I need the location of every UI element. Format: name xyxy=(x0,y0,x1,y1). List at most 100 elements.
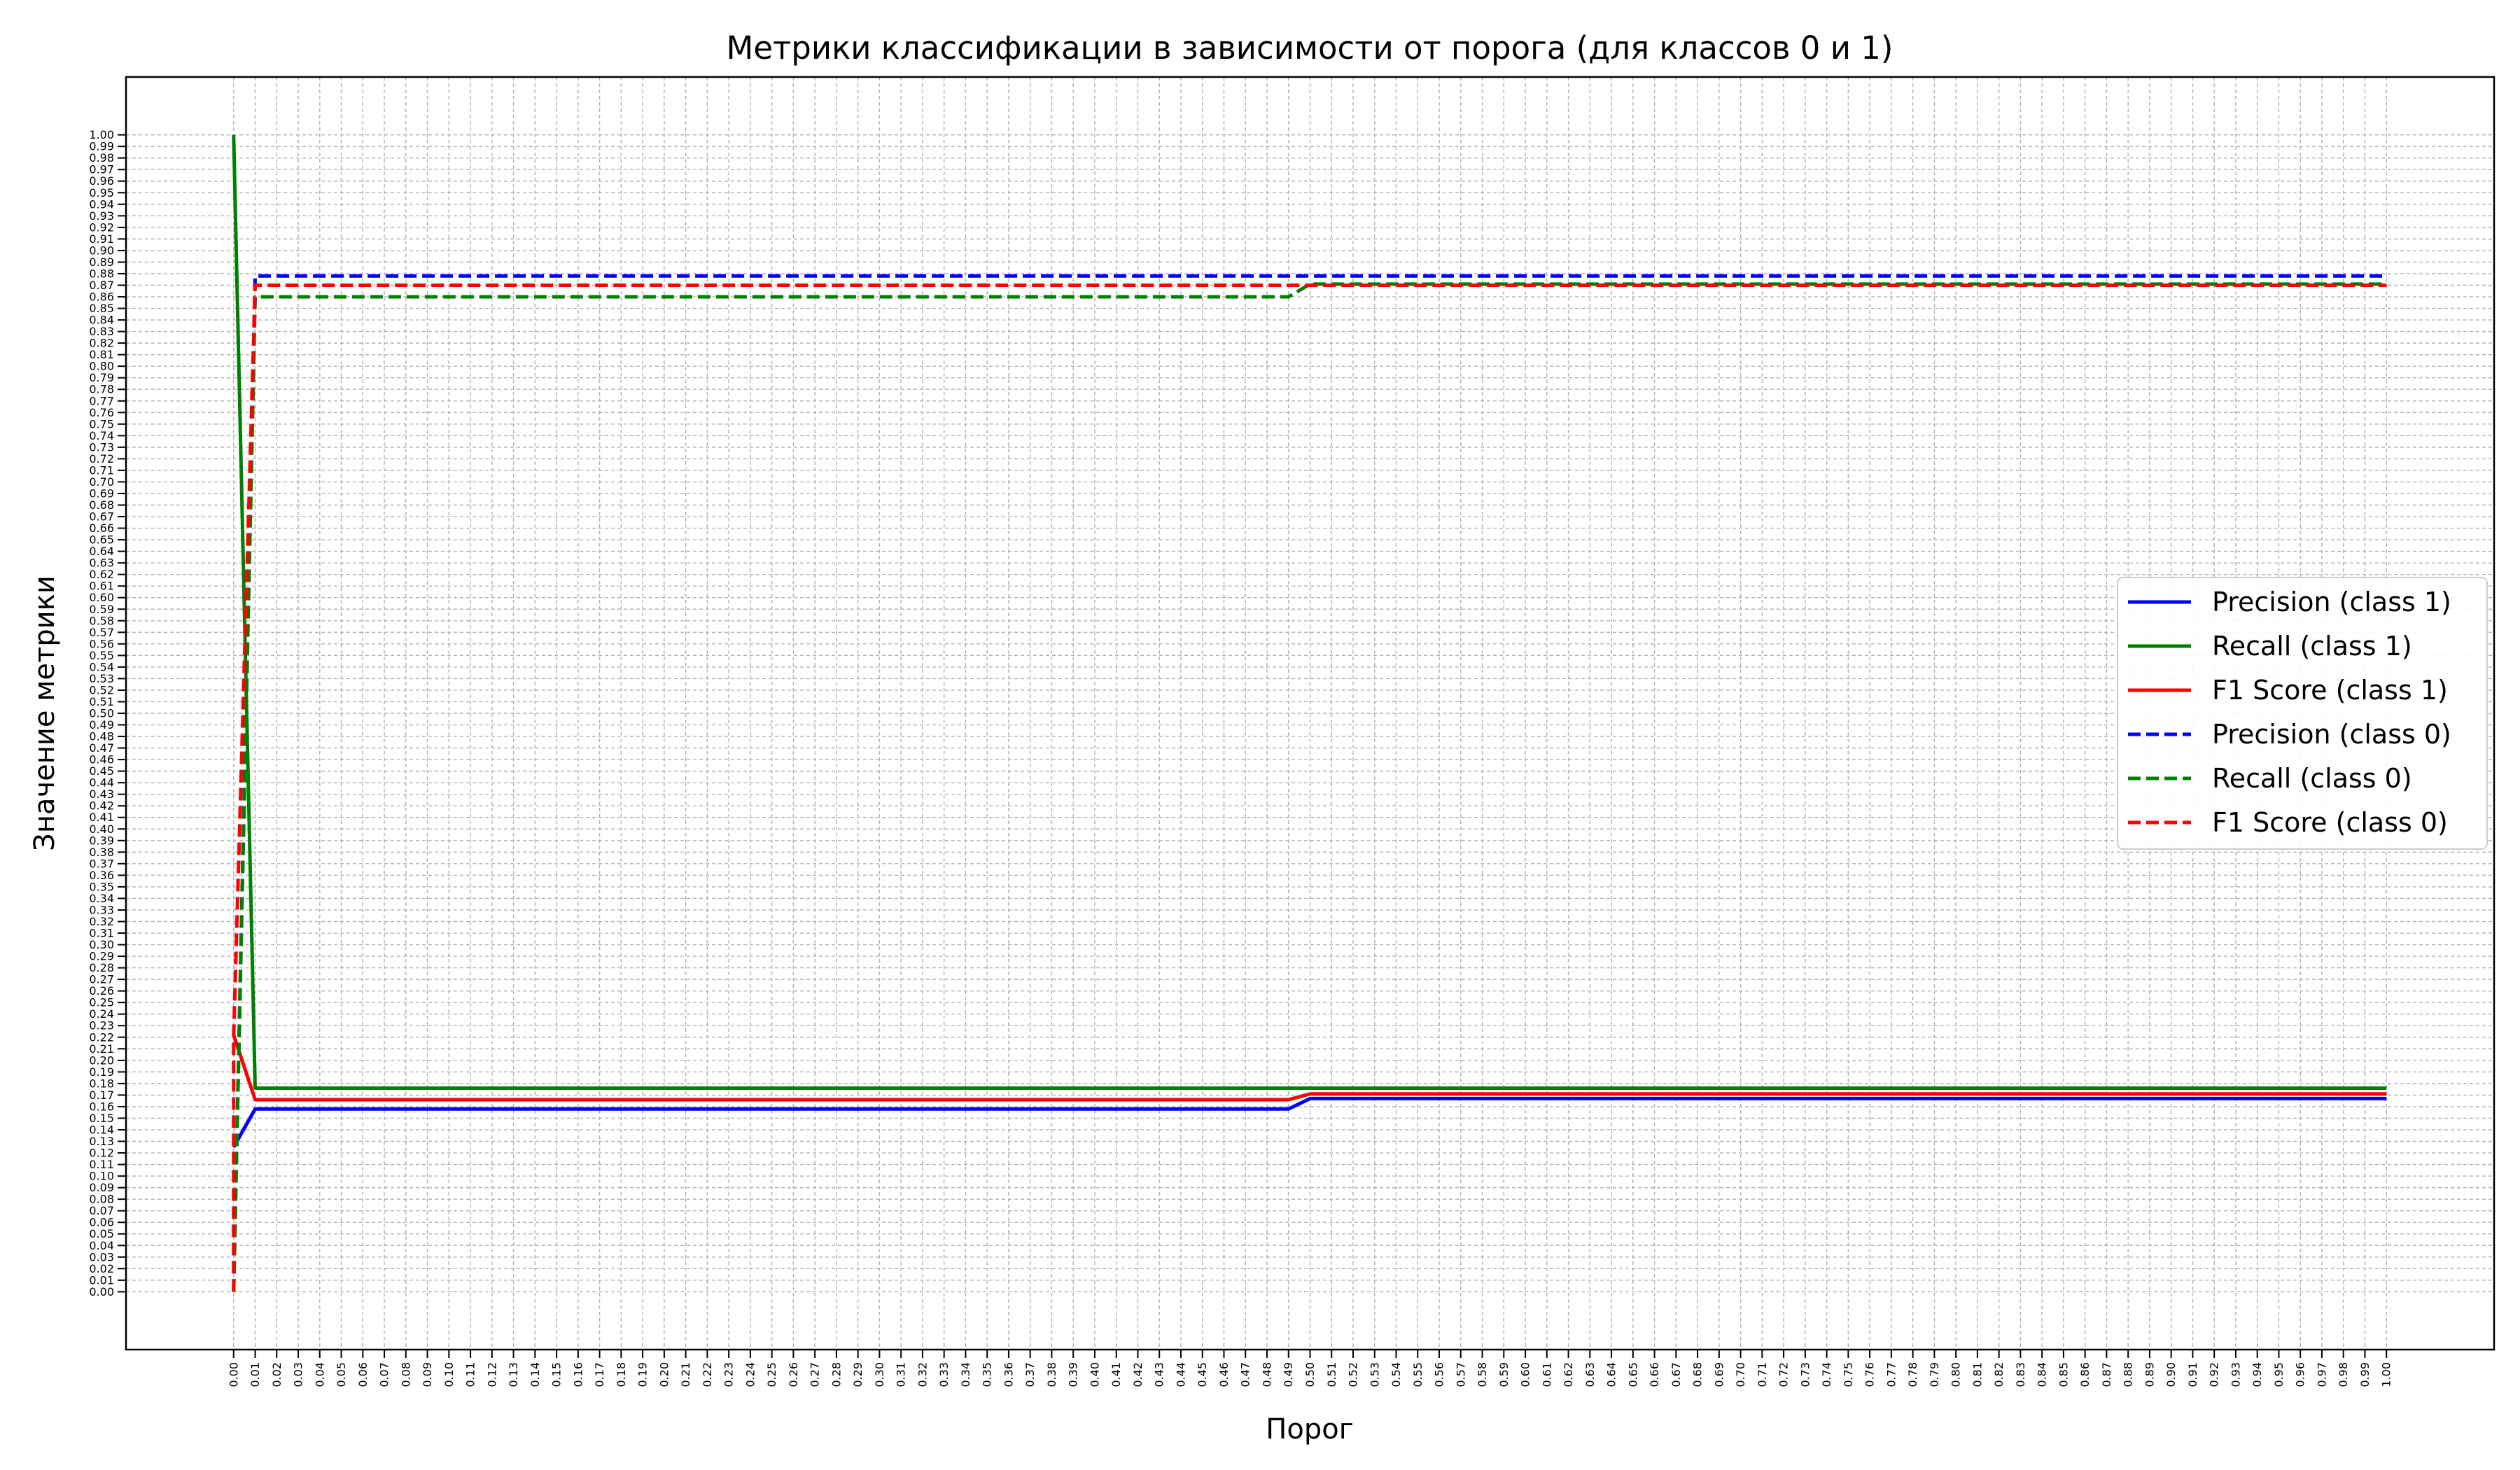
x-tick-label: 0.36 xyxy=(1002,1362,1015,1387)
y-tick-label: 0.08 xyxy=(89,1193,114,1206)
x-tick-label: 0.94 xyxy=(2250,1362,2264,1387)
y-tick-label: 0.21 xyxy=(89,1042,114,1056)
y-tick-label: 0.35 xyxy=(89,880,114,893)
x-tick-label: 1.00 xyxy=(2380,1362,2393,1387)
x-tick-label: 0.42 xyxy=(1131,1362,1144,1387)
x-tick-label: 0.70 xyxy=(1734,1362,1747,1387)
x-tick-label: 0.49 xyxy=(1282,1362,1295,1387)
y-tick-label: 0.36 xyxy=(89,869,114,882)
y-tick-label: 0.95 xyxy=(89,186,114,200)
x-tick-label: 0.03 xyxy=(292,1362,305,1387)
x-tick-label: 0.63 xyxy=(1583,1362,1597,1387)
x-tick-label: 0.19 xyxy=(636,1362,650,1387)
x-tick-label: 0.51 xyxy=(1325,1362,1338,1387)
x-tick-label: 0.79 xyxy=(1928,1362,1941,1387)
x-tick-label: 0.60 xyxy=(1519,1362,1532,1387)
x-tick-label: 0.39 xyxy=(1067,1362,1080,1387)
x-tick-label: 0.09 xyxy=(421,1362,434,1387)
series-line-4 xyxy=(232,282,2387,1292)
y-tick-label: 0.99 xyxy=(89,140,114,153)
y-tick-label: 0.94 xyxy=(89,197,114,211)
legend: Precision (class 1) Recall (class 1) F1 Sc… xyxy=(2117,577,2488,850)
x-tick-label: 0.37 xyxy=(1023,1362,1037,1387)
x-tick-label: 0.93 xyxy=(2229,1362,2242,1387)
x-tick-label: 0.01 xyxy=(248,1362,262,1387)
x-tick-label: 0.91 xyxy=(2186,1362,2199,1387)
x-tick-label: 0.80 xyxy=(1949,1362,1963,1387)
x-tick-label: 0.53 xyxy=(1368,1362,1381,1387)
y-tick-label: 0.96 xyxy=(89,174,114,188)
y-axis-label: Значение метрики xyxy=(29,575,61,851)
x-tick-label: 0.34 xyxy=(959,1362,972,1387)
x-tick-label: 0.32 xyxy=(916,1362,929,1387)
legend-label-5: F1 Score (class 0) xyxy=(2212,807,2448,838)
chart-title: Метрики классификации в зависимости от п… xyxy=(727,29,1893,66)
x-tick-label: 0.14 xyxy=(528,1362,542,1387)
y-tick-label: 0.25 xyxy=(89,996,114,1009)
y-tick-label: 0.71 xyxy=(89,463,114,477)
y-tick-label: 0.67 xyxy=(89,510,114,524)
series-line-1 xyxy=(232,134,2387,1090)
x-tick-label: 0.26 xyxy=(787,1362,800,1387)
x-tick-label: 0.77 xyxy=(1884,1362,1898,1387)
x-tick-label: 0.88 xyxy=(2122,1362,2135,1387)
y-tick-label: 0.86 xyxy=(89,290,114,304)
y-tick-label: 0.74 xyxy=(89,429,114,442)
y-tick-label: 0.27 xyxy=(89,973,114,986)
x-tick-label: 0.23 xyxy=(722,1362,736,1387)
y-tick-label: 0.30 xyxy=(89,938,114,951)
y-tick-label: 0.28 xyxy=(89,961,114,974)
x-tick-label: 0.16 xyxy=(571,1362,584,1387)
x-tick-label: 0.33 xyxy=(937,1362,951,1387)
y-tick-label: 0.68 xyxy=(89,498,114,512)
x-tick-label: 0.72 xyxy=(1777,1362,1791,1387)
y-tick-label: 0.91 xyxy=(89,232,114,246)
legend-box xyxy=(2117,577,2488,850)
x-tick-label: 0.40 xyxy=(1088,1362,1101,1387)
y-tick-label: 0.02 xyxy=(89,1262,114,1275)
x-tick-label: 0.12 xyxy=(485,1362,498,1387)
x-tick-label: 0.08 xyxy=(399,1362,412,1387)
y-tick-label: 0.29 xyxy=(89,950,114,963)
y-tick-label: 0.75 xyxy=(89,417,114,430)
x-tick-label: 0.82 xyxy=(1992,1362,2005,1387)
y-tick-label: 0.31 xyxy=(89,927,114,940)
x-tick-label: 0.96 xyxy=(2294,1362,2307,1387)
series-group xyxy=(232,134,2387,1292)
x-tick-label: 0.75 xyxy=(1842,1362,1855,1387)
y-tick-label: 0.44 xyxy=(89,776,114,790)
y-tick-label: 0.59 xyxy=(89,603,114,616)
y-tick-label: 0.07 xyxy=(89,1204,114,1217)
x-tick-label: 0.58 xyxy=(1476,1362,1489,1387)
y-tick-label: 0.76 xyxy=(89,406,114,419)
x-tick-label: 0.21 xyxy=(679,1362,692,1387)
y-tick-label: 1.00 xyxy=(89,128,114,141)
x-tick-label: 0.76 xyxy=(1863,1362,1877,1387)
x-tick-label: 0.83 xyxy=(2014,1362,2027,1387)
y-tick-label: 0.58 xyxy=(89,614,114,627)
x-tick-label: 0.38 xyxy=(1045,1362,1058,1387)
x-tick-label: 0.06 xyxy=(356,1362,370,1387)
y-tick-label: 0.62 xyxy=(89,568,114,581)
x-tick-label: 0.54 xyxy=(1390,1362,1403,1387)
x-tick-label: 0.44 xyxy=(1174,1362,1187,1387)
series-line-2 xyxy=(232,1034,2387,1102)
x-tick-label: 0.25 xyxy=(765,1362,778,1387)
y-tick-label: 0.80 xyxy=(89,360,114,373)
y-tick-label: 0.88 xyxy=(89,267,114,280)
y-tick-label: 0.15 xyxy=(89,1112,114,1125)
y-tick-label: 0.45 xyxy=(89,764,114,778)
y-tick-label: 0.77 xyxy=(89,394,114,407)
x-tick-label: 0.05 xyxy=(335,1362,348,1387)
y-tick-label: 0.20 xyxy=(89,1054,114,1067)
y-tick-label: 0.56 xyxy=(89,637,114,650)
y-tick-label: 0.53 xyxy=(89,672,114,685)
y-tick-label: 0.64 xyxy=(89,545,114,558)
y-tick-label: 0.18 xyxy=(89,1077,114,1090)
x-axis-ticks: 0.00 0.01 0.02 0.03 0.04 0.05 0.06 0.07 0.08 0.09… xyxy=(227,1350,2393,1387)
x-axis-label: Порог xyxy=(1266,1413,1353,1446)
x-tick-label: 0.71 xyxy=(1756,1362,1769,1387)
x-tick-label: 0.92 xyxy=(2208,1362,2221,1387)
x-tick-label: 0.18 xyxy=(615,1362,628,1387)
